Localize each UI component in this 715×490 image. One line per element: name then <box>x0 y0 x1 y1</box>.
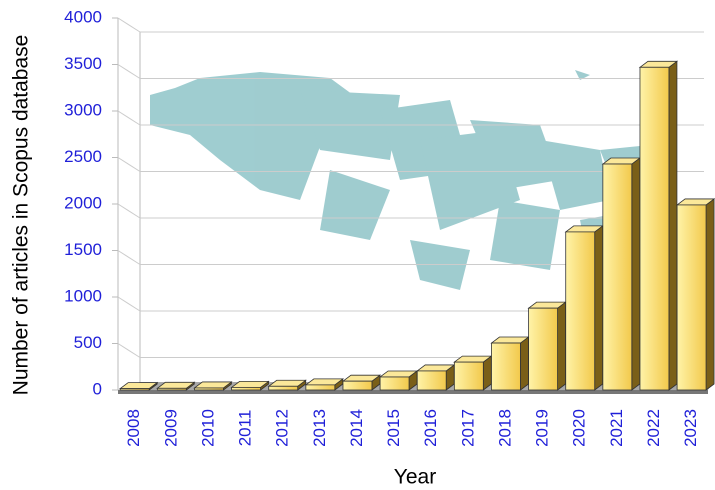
grid-line <box>117 157 141 172</box>
x-tick-label: 2012 <box>273 409 292 447</box>
x-tick-label: 2020 <box>570 409 589 447</box>
x-tick-label: 2014 <box>347 409 366 447</box>
grid-line <box>117 250 141 265</box>
x-tick-label: 2015 <box>384 409 403 447</box>
x-tick-label: 2022 <box>644 409 663 447</box>
bar <box>602 163 633 391</box>
y-tick-label: 2500 <box>64 147 102 166</box>
grid-line <box>117 343 141 358</box>
bar <box>305 384 336 391</box>
bar-side <box>668 60 678 391</box>
x-axis-title: Year <box>394 466 436 489</box>
y-tick-label: 1000 <box>64 286 102 305</box>
bar <box>379 376 410 391</box>
bar <box>676 204 707 391</box>
bar-side <box>557 301 566 391</box>
grid-line <box>117 64 141 79</box>
x-tick-label: 2019 <box>533 409 552 447</box>
y-axis-title: Number of articles in Scopus database <box>10 35 33 396</box>
x-tick-label: 2023 <box>681 409 700 447</box>
y-tick-label: 1500 <box>64 240 102 259</box>
bar <box>416 370 447 391</box>
y-tick-label: 4000 <box>64 7 102 26</box>
y-tick-label: 3000 <box>64 100 102 119</box>
grid-line <box>117 296 141 312</box>
x-tick-label: 2013 <box>310 409 329 447</box>
x-tick-label: 2021 <box>607 409 626 447</box>
grid-line <box>117 110 141 126</box>
y-tick-label: 0 <box>93 379 102 398</box>
grid-line <box>117 203 141 219</box>
bar-side <box>594 225 604 391</box>
x-tick-label: 2010 <box>198 409 217 447</box>
bar <box>565 231 596 391</box>
x-tick-label: 2018 <box>495 409 514 447</box>
grid-line <box>117 17 141 33</box>
bar <box>119 388 150 391</box>
bar <box>639 66 670 391</box>
x-tick-label: 2017 <box>458 409 477 447</box>
bar-side <box>705 198 715 391</box>
bar <box>231 386 261 391</box>
floor-front <box>118 390 708 394</box>
x-tick-label: 2009 <box>161 409 180 447</box>
bar <box>528 307 558 391</box>
y-tick-label: 2000 <box>64 193 102 212</box>
bar <box>491 342 521 391</box>
x-tick-label: 2008 <box>124 409 143 447</box>
bar <box>156 387 187 391</box>
bar <box>268 385 299 391</box>
x-tick-label: 2011 <box>236 410 255 447</box>
bar-side <box>631 157 641 391</box>
bar <box>194 387 224 391</box>
bar <box>453 361 484 391</box>
bar <box>342 380 373 391</box>
x-tick-label: 2016 <box>421 409 440 447</box>
bar-side <box>520 336 529 391</box>
y-tick-label: 3500 <box>64 54 102 73</box>
y-tick-label: 500 <box>74 333 102 352</box>
